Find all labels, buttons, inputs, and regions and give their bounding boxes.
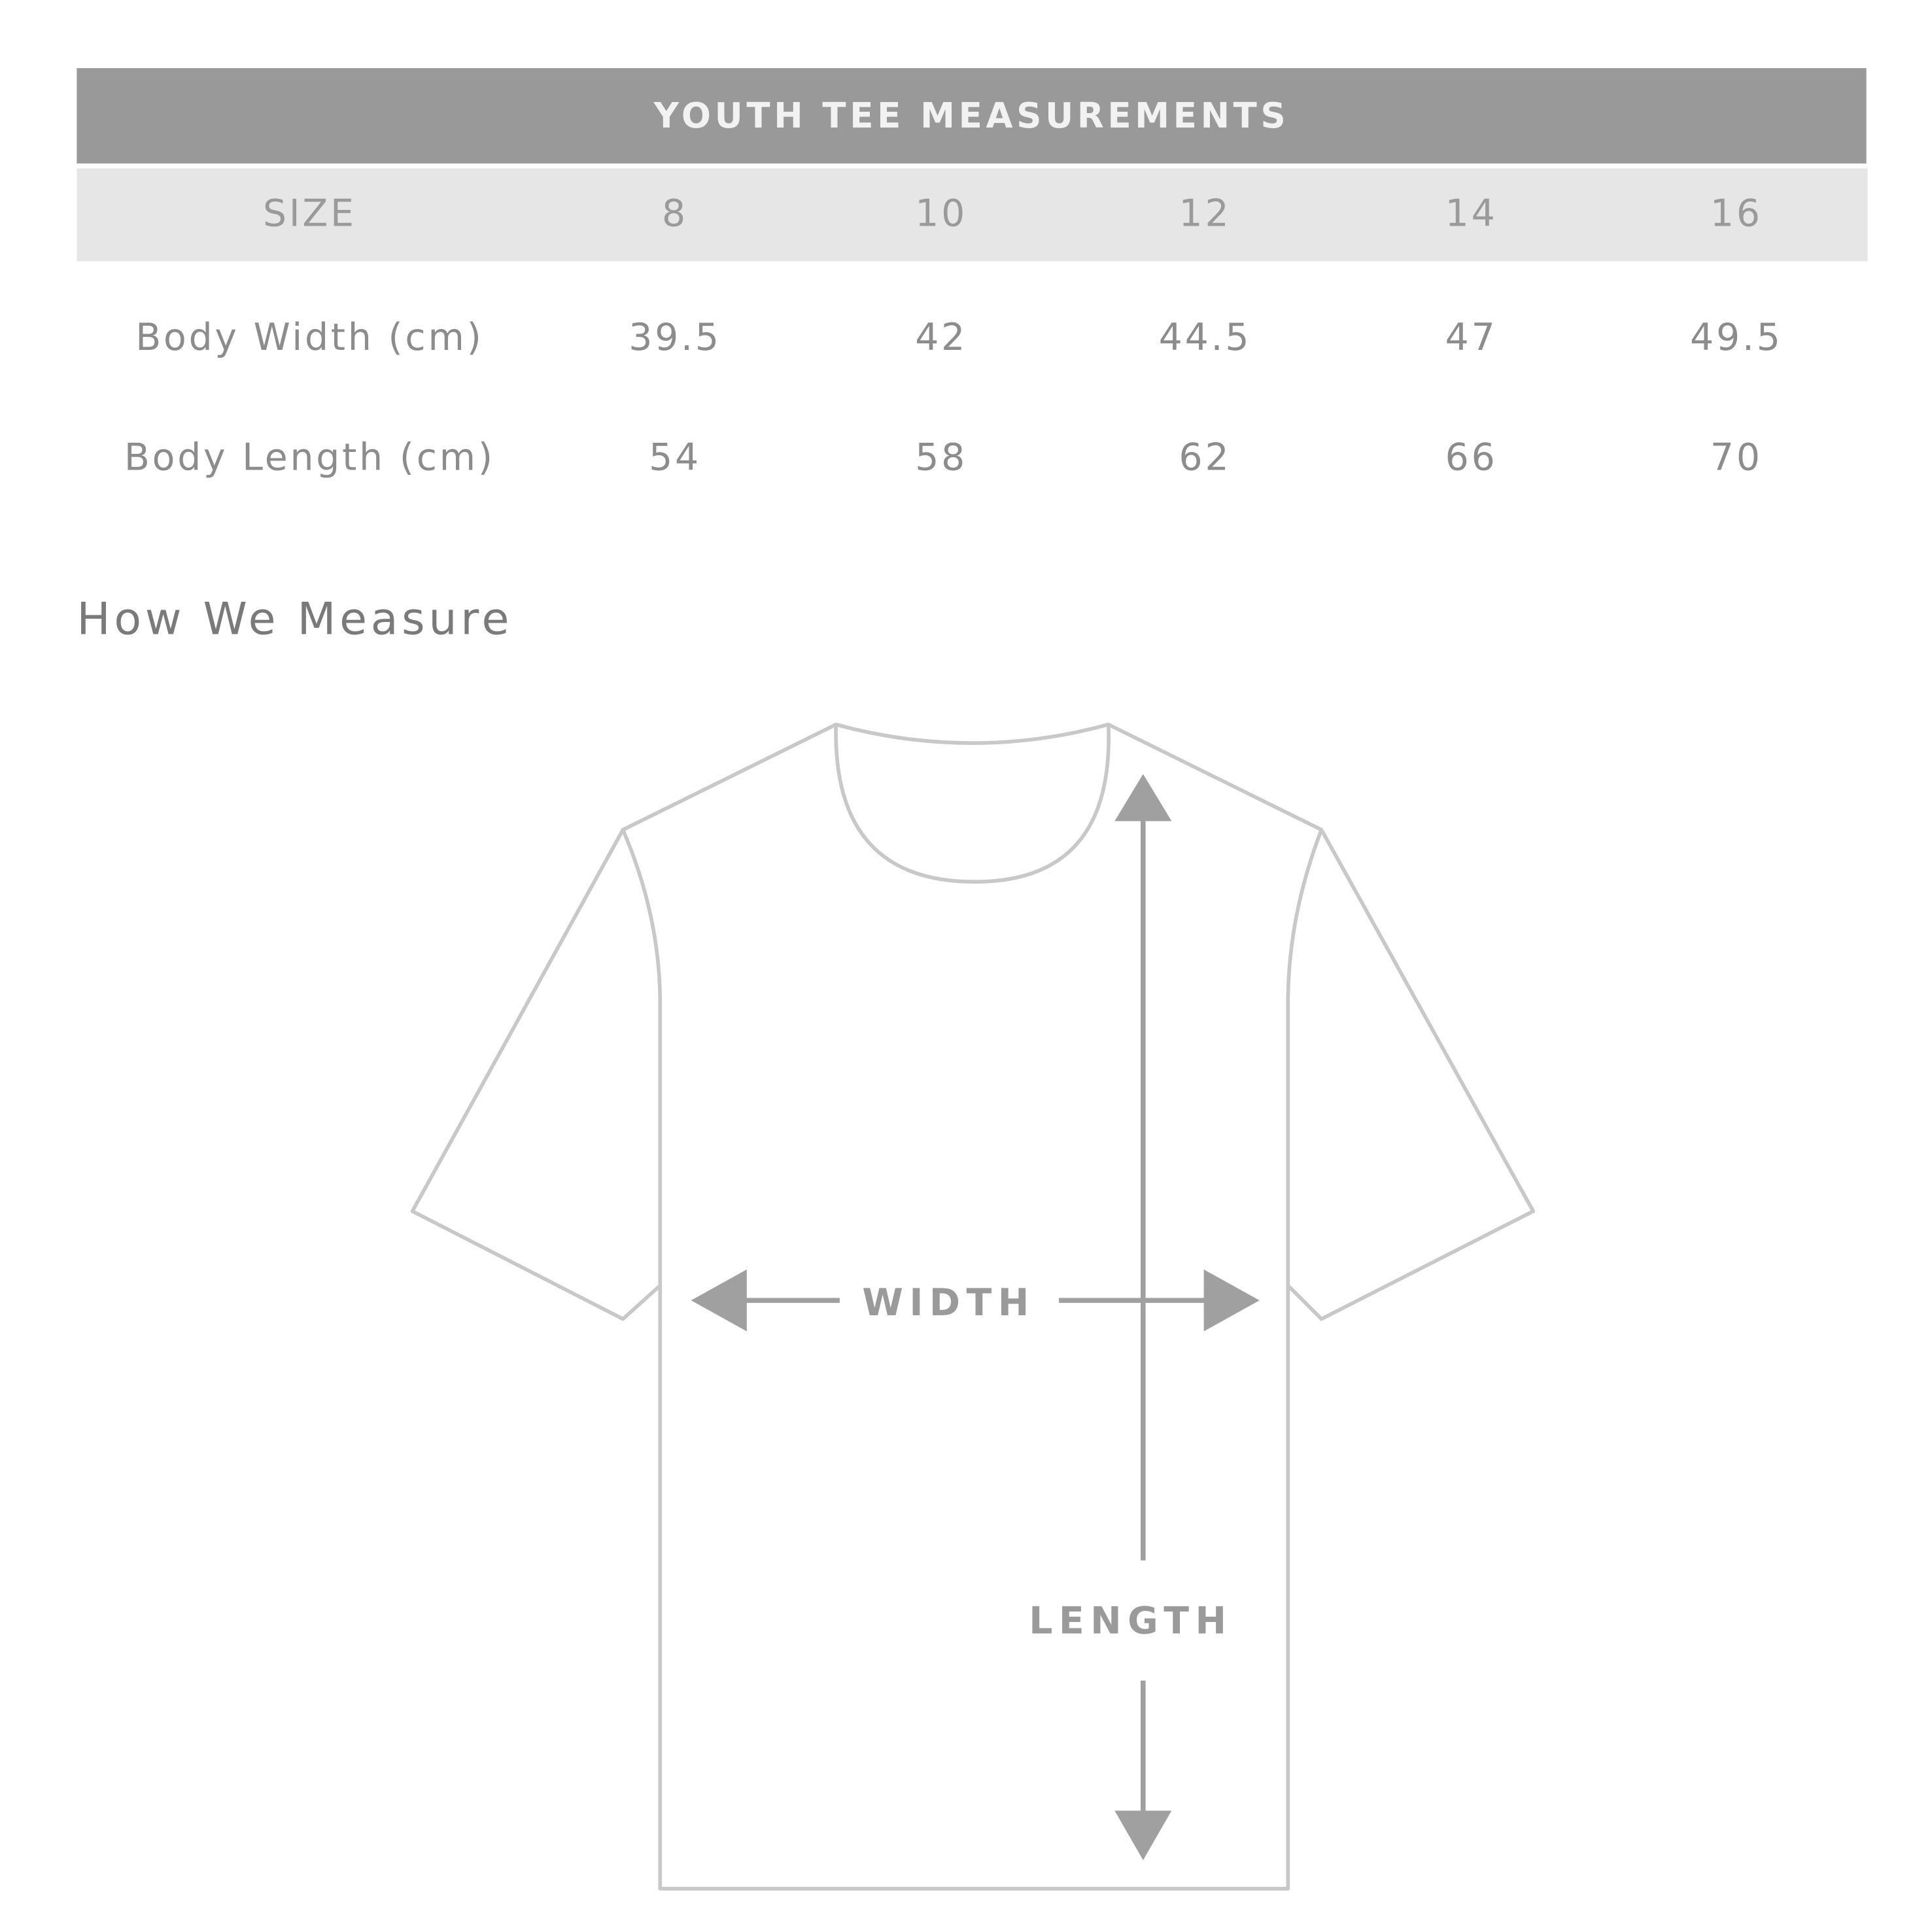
row-label: Body Length (cm) [124,436,495,480]
how-we-measure-heading: How We Measure [77,594,513,646]
length-arrow [1114,774,1172,1861]
tshirt-outline [410,722,1536,1891]
value-cell: 70 [1710,436,1763,480]
table-row-body-width: Body Width (cm) 39.5 42 44.5 47 49.5 [77,301,1867,375]
width-label: WIDTH [862,1281,1035,1324]
value-cell: 58 [915,436,968,480]
sleeve-seam-left [621,829,663,1286]
value-cell: 42 [915,316,968,360]
arrow-right-icon [1203,1269,1260,1332]
width-arrow [691,1269,1260,1332]
neckline [834,724,1111,884]
arrow-down-icon [1114,1810,1172,1861]
size-label: SIZE [263,192,356,236]
size-cell: 8 [662,192,688,236]
value-cell: 54 [649,436,701,480]
value-cell: 44.5 [1158,316,1252,360]
value-cell: 66 [1445,436,1498,480]
size-cell: 16 [1710,192,1763,236]
value-cell: 39.5 [629,316,721,360]
size-header-row: SIZE 8 10 12 14 16 [77,168,1868,262]
size-cell: 14 [1445,192,1498,236]
value-cell: 62 [1179,436,1232,480]
value-cell: 49.5 [1690,316,1783,360]
table-title: YOUTH TEE MEASUREMENTS [77,68,1867,164]
arrow-up-icon [1114,774,1172,821]
arrow-left-icon [691,1269,747,1332]
length-label: LENGTH [1029,1600,1232,1643]
value-cell: 47 [1445,316,1498,360]
table-row-body-length: Body Length (cm) 54 58 62 66 70 [77,421,1867,496]
size-cell: 12 [1179,192,1232,236]
row-label: Body Width (cm) [135,316,484,360]
sleeve-seam-right [1286,829,1324,1286]
size-cell: 10 [915,192,968,236]
